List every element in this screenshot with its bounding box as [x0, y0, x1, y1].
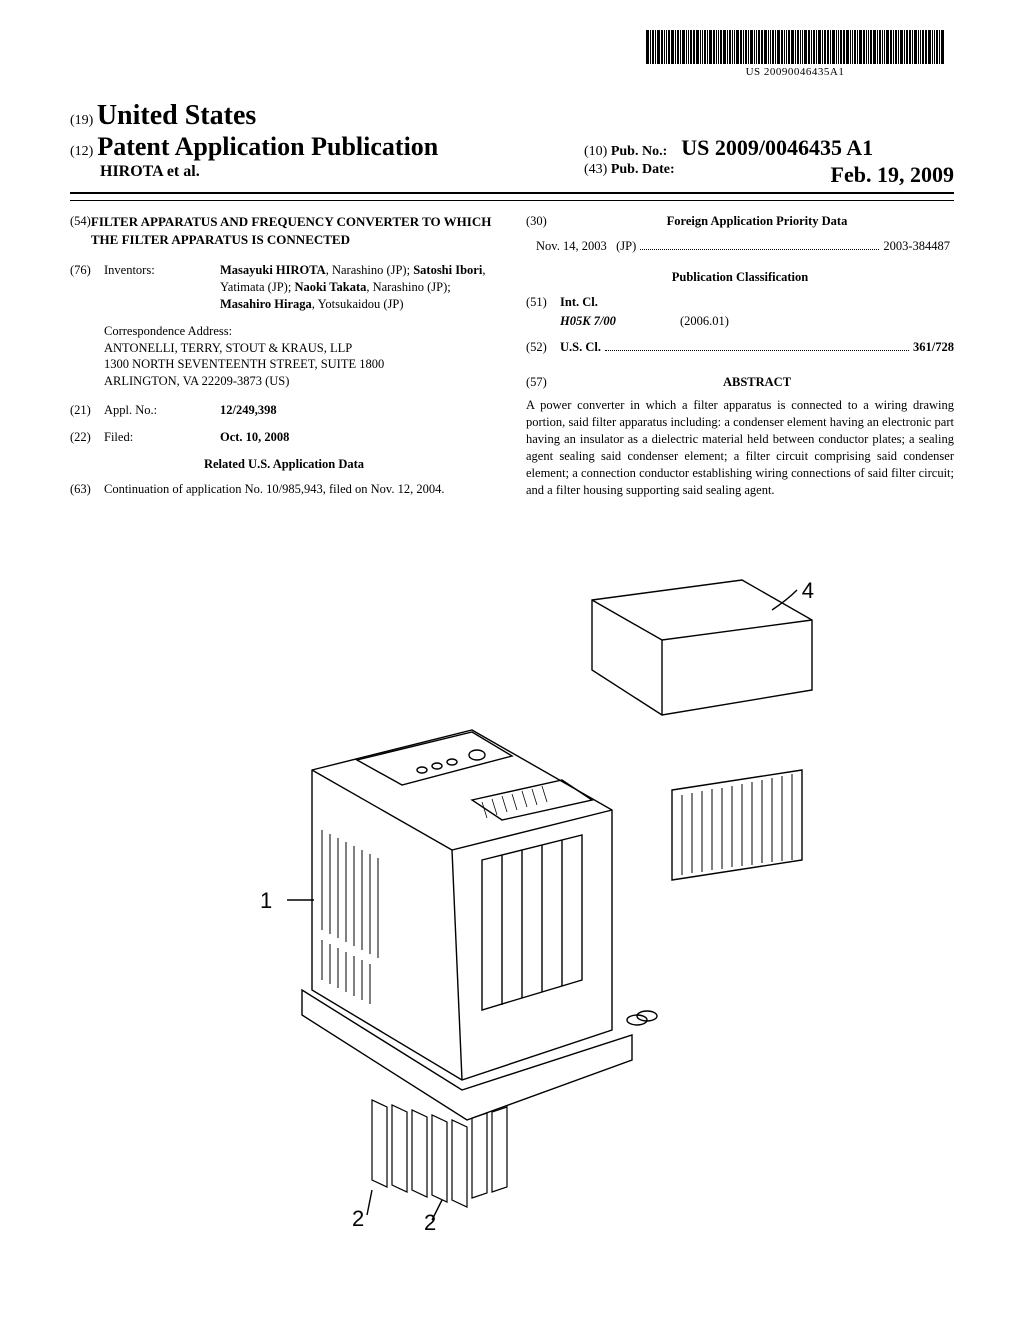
country-line: (19) United States: [70, 100, 954, 132]
field-21-label: Appl. No.:: [104, 402, 220, 419]
figure-drawing: 4 1 2 2: [172, 560, 852, 1240]
dots-leader: [605, 350, 909, 351]
field-63-num: (63): [70, 481, 104, 498]
field-52-num: (52): [526, 339, 560, 356]
inventors-list: Masayuki HIROTA, Narashino (JP); Satoshi…: [220, 262, 498, 313]
field-51-num: (51): [526, 294, 560, 311]
invention-title: FILTER APPARATUS AND FREQUENCY CONVERTER…: [91, 213, 498, 248]
foreign-appno: 2003-384487: [883, 238, 950, 255]
patent-figure-svg: [172, 560, 852, 1240]
field-21-num: (21): [70, 402, 104, 419]
field-52: (52) U.S. Cl. 361/728: [526, 339, 954, 356]
field-63: (63) Continuation of application No. 10/…: [70, 481, 498, 498]
inventor-name: Masahiro Hiraga: [220, 297, 312, 311]
correspondence-address: Correspondence Address: ANTONELLI, TERRY…: [104, 323, 498, 391]
figure-label-4: 4: [802, 578, 814, 604]
field-52-label: U.S. Cl.: [560, 339, 601, 356]
authors: HIROTA et al.: [100, 163, 584, 181]
field-54-num: (54): [70, 213, 91, 248]
intcl-row: H05K 7/00 (2006.01): [560, 313, 954, 330]
divider-bottom: [70, 200, 954, 201]
field-76: (76) Inventors: Masayuki HIROTA, Narashi…: [70, 262, 498, 313]
foreign-priority-row: Nov. 14, 2003 (JP) 2003-384487: [536, 238, 950, 255]
filed-date: Oct. 10, 2008: [220, 429, 498, 446]
field-57-num: (57): [526, 374, 560, 391]
type-prefix: (12): [70, 144, 93, 159]
inventor-name: Satoshi Ibori: [413, 263, 482, 277]
uscl-value: 361/728: [913, 339, 954, 356]
pub-date-line: (43) Pub. Date: Feb. 19, 2009: [584, 162, 954, 178]
pub-date-label: Pub. Date:: [611, 162, 675, 177]
pub-no-prefix: (10): [584, 144, 607, 159]
field-22-num: (22): [70, 429, 104, 446]
bibliographic-columns: (54) FILTER APPARATUS AND FREQUENCY CONV…: [70, 213, 954, 508]
field-22-label: Filed:: [104, 429, 220, 446]
barcode-graphic: [646, 30, 944, 64]
foreign-date: Nov. 14, 2003 (JP): [536, 238, 636, 255]
field-21: (21) Appl. No.: 12/249,398: [70, 402, 498, 419]
field-22: (22) Filed: Oct. 10, 2008: [70, 429, 498, 446]
foreign-priority-heading: Foreign Application Priority Data: [560, 213, 954, 230]
intcl-code: H05K 7/00: [560, 313, 680, 330]
related-heading: Related U.S. Application Data: [70, 456, 498, 473]
left-column: (54) FILTER APPARATUS AND FREQUENCY CONV…: [70, 213, 498, 508]
country-prefix: (19): [70, 113, 93, 128]
pubclass-heading: Publication Classification: [526, 269, 954, 286]
correspondence-body: ANTONELLI, TERRY, STOUT & KRAUS, LLP 130…: [104, 340, 498, 391]
continuation-text: Continuation of application No. 10/985,9…: [104, 481, 498, 498]
corr-line: ARLINGTON, VA 22209-3873 (US): [104, 373, 498, 390]
pub-date: Feb. 19, 2009: [831, 162, 954, 188]
figure-label-1: 1: [260, 888, 272, 914]
divider-top: [70, 192, 954, 194]
inventor-loc: Yatimata (JP): [220, 280, 288, 294]
pub-no-label: Pub. No.:: [611, 144, 667, 159]
corr-line: ANTONELLI, TERRY, STOUT & KRAUS, LLP: [104, 340, 498, 357]
correspondence-label: Correspondence Address:: [104, 323, 498, 340]
inventor-loc: Yotsukaidou (JP): [318, 297, 404, 311]
barcode-block: US 20090046435A1: [646, 30, 944, 78]
corr-line: 1300 NORTH SEVENTEENTH STREET, SUITE 180…: [104, 356, 498, 373]
field-51-label: Int. Cl.: [560, 294, 598, 311]
field-54: (54) FILTER APPARATUS AND FREQUENCY CONV…: [70, 213, 498, 248]
field-30: (30) Foreign Application Priority Data: [526, 213, 954, 230]
dots-leader: [640, 249, 879, 250]
field-76-label: Inventors:: [104, 262, 220, 313]
inventor-loc: Narashino (JP): [373, 280, 448, 294]
figure-label-2a: 2: [352, 1206, 364, 1232]
field-76-num: (76): [70, 262, 104, 313]
abstract-heading: ABSTRACT: [560, 374, 954, 391]
country-name: United States: [97, 100, 256, 131]
application-number: 12/249,398: [220, 402, 498, 419]
figure-area: 4 1 2 2: [0, 560, 1024, 1300]
right-column: (30) Foreign Application Priority Data N…: [526, 213, 954, 508]
pub-no-line: (10) Pub. No.: US 2009/0046435 A1: [584, 135, 954, 161]
abstract-text: A power converter in which a filter appa…: [526, 397, 954, 498]
intcl-edition: (2006.01): [680, 313, 729, 330]
inventor-loc: Narashino (JP): [332, 263, 407, 277]
pub-no: US 2009/0046435 A1: [681, 135, 873, 160]
figure-label-2b: 2: [424, 1210, 436, 1236]
inventor-name: Naoki Takata: [294, 280, 366, 294]
pub-date-prefix: (43): [584, 162, 607, 177]
inventor-name: Masayuki HIROTA: [220, 263, 326, 277]
barcode-text: US 20090046435A1: [646, 66, 944, 78]
field-51: (51) Int. Cl.: [526, 294, 954, 311]
header: (19) United States (12) Patent Applicati…: [70, 100, 954, 188]
field-57: (57) ABSTRACT: [526, 374, 954, 391]
field-30-num: (30): [526, 213, 560, 230]
publication-type: Patent Application Publication: [97, 132, 438, 161]
